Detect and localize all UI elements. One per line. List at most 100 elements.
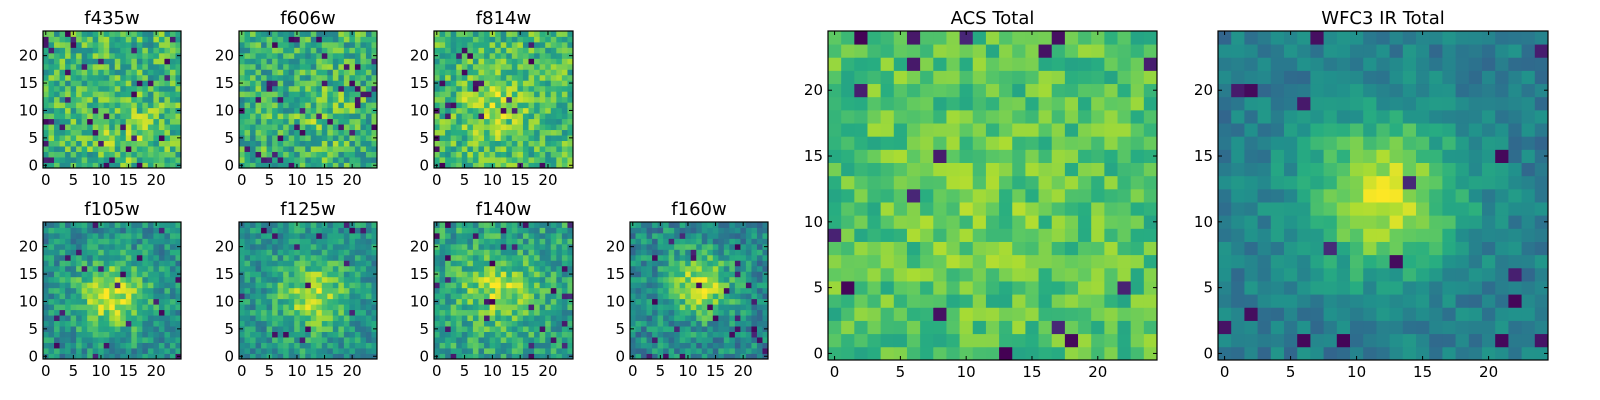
heatmap-cell bbox=[92, 31, 99, 37]
heatmap-cell bbox=[500, 85, 507, 92]
heatmap-cell bbox=[136, 80, 143, 87]
heatmap-cell bbox=[338, 69, 345, 76]
heatmap-cell bbox=[959, 320, 974, 335]
heatmap-cell bbox=[893, 281, 908, 295]
heatmap-cell bbox=[70, 282, 77, 289]
heatmap-cell bbox=[255, 47, 262, 54]
heatmap-cell bbox=[354, 243, 361, 250]
heatmap-cell bbox=[880, 320, 895, 335]
heatmap-cell bbox=[131, 337, 138, 343]
heatmap-cell bbox=[272, 326, 279, 332]
heatmap-cell bbox=[153, 146, 160, 152]
heatmap-cell bbox=[70, 52, 77, 59]
heatmap-cell bbox=[517, 85, 524, 92]
heatmap-cell bbox=[250, 47, 256, 54]
heatmap-cell bbox=[545, 304, 552, 311]
heatmap-cell bbox=[534, 304, 541, 311]
heatmap-cell bbox=[136, 36, 143, 43]
heatmap-cell bbox=[349, 304, 356, 311]
heatmap-cell bbox=[534, 348, 541, 354]
heatmap-cell bbox=[153, 265, 160, 272]
heatmap-cell bbox=[762, 254, 769, 261]
heatmap-cell bbox=[495, 287, 502, 294]
heatmap-cell bbox=[360, 157, 367, 163]
heatmap-cell bbox=[478, 157, 485, 163]
heatmap-cell bbox=[439, 151, 446, 158]
heatmap-cell bbox=[43, 276, 49, 283]
heatmap-cell bbox=[305, 238, 312, 245]
heatmap-cell bbox=[674, 276, 681, 283]
heatmap-cell bbox=[81, 41, 88, 48]
heatmap-cell bbox=[534, 140, 541, 147]
heatmap-cell bbox=[147, 227, 154, 234]
heatmap-cell bbox=[76, 146, 83, 152]
heatmap-cell bbox=[288, 102, 295, 109]
heatmap-cell bbox=[327, 227, 334, 234]
heatmap-cell bbox=[98, 260, 105, 267]
heatmap-cell bbox=[103, 36, 110, 43]
heatmap-cell bbox=[1091, 346, 1105, 361]
heatmap-cell bbox=[906, 254, 921, 269]
heatmap-cell bbox=[81, 287, 88, 294]
heatmap-cell bbox=[114, 162, 121, 169]
heatmap-cell bbox=[674, 287, 681, 294]
heatmap-cell bbox=[461, 309, 468, 316]
heatmap-cell bbox=[985, 228, 1000, 242]
heatmap-cell bbox=[87, 91, 94, 98]
heatmap-cell bbox=[511, 47, 518, 54]
heatmap-cell bbox=[305, 304, 312, 311]
heatmap-cell bbox=[561, 91, 568, 98]
heatmap-cell bbox=[511, 249, 518, 256]
heatmap-cell bbox=[495, 254, 502, 261]
heatmap-cell bbox=[65, 85, 71, 92]
heatmap-cell bbox=[500, 232, 507, 239]
heatmap-cell bbox=[461, 342, 468, 349]
heatmap-cell bbox=[332, 315, 339, 322]
heatmap-cell bbox=[439, 309, 446, 316]
heatmap-cell bbox=[434, 41, 440, 48]
heatmap-cell bbox=[266, 63, 273, 70]
heatmap-cell bbox=[517, 331, 524, 338]
heatmap-cell bbox=[255, 320, 262, 327]
heatmap-cell bbox=[316, 69, 323, 76]
heatmap-cell bbox=[461, 80, 468, 87]
heatmap-cell bbox=[164, 337, 171, 343]
heatmap-cell bbox=[327, 41, 334, 48]
heatmap-cell bbox=[456, 31, 463, 37]
heatmap-cell bbox=[343, 135, 350, 141]
heatmap-cell bbox=[321, 85, 328, 92]
heatmap-cell bbox=[556, 271, 563, 278]
heatmap-cell bbox=[288, 243, 295, 250]
heatmap-cell bbox=[338, 249, 345, 256]
heatmap-cell bbox=[646, 337, 653, 343]
heatmap-cell bbox=[550, 222, 557, 228]
heatmap-cell bbox=[175, 293, 182, 300]
heatmap-cell bbox=[321, 146, 328, 152]
heatmap-cell bbox=[114, 41, 121, 48]
heatmap-cell bbox=[696, 326, 703, 332]
heatmap-cell bbox=[534, 309, 541, 316]
heatmap-cell bbox=[561, 249, 568, 256]
heatmap-cell bbox=[517, 36, 524, 43]
heatmap-cell bbox=[506, 80, 513, 87]
heatmap-cell bbox=[646, 232, 653, 239]
heatmap-cell bbox=[87, 282, 94, 289]
heatmap-cell bbox=[371, 96, 378, 103]
heatmap-cell bbox=[288, 276, 295, 283]
heatmap-cell bbox=[539, 31, 546, 37]
heatmap-cell bbox=[125, 36, 132, 43]
heatmap-cell bbox=[467, 309, 474, 316]
heatmap-cell bbox=[456, 151, 463, 158]
heatmap-cell bbox=[131, 254, 138, 261]
heatmap-cell bbox=[646, 315, 653, 322]
heatmap-cell bbox=[316, 31, 323, 37]
heatmap-cell bbox=[539, 243, 546, 250]
heatmap-cell bbox=[65, 265, 71, 272]
heatmap-cell bbox=[288, 222, 295, 228]
heatmap-cell bbox=[556, 124, 563, 131]
heatmap-cell bbox=[305, 293, 312, 300]
heatmap-cell bbox=[175, 91, 182, 98]
heatmap-cell bbox=[87, 337, 94, 343]
heatmap-cell bbox=[707, 249, 714, 256]
heatmap-cell bbox=[545, 85, 552, 92]
